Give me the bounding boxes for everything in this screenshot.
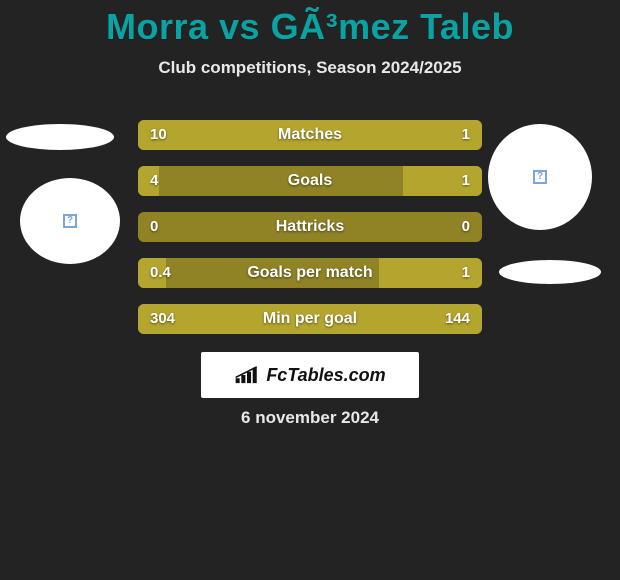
- brand-bars-icon: [234, 364, 260, 386]
- brand-badge: FcTables.com: [201, 352, 419, 398]
- bar-right-fill: [403, 120, 482, 150]
- bar-label: Hattricks: [138, 212, 482, 242]
- chart-row: 101Matches: [138, 120, 482, 150]
- decorative-ellipse: [499, 260, 601, 284]
- chart-row: 0 0Hattricks: [138, 212, 482, 242]
- bar-left-value: 0.4: [150, 258, 171, 288]
- bar-right-value: 144: [445, 304, 470, 334]
- image-placeholder-icon: ?: [63, 214, 77, 228]
- player-right-avatar: ?: [488, 124, 592, 230]
- bar-right-value: 1: [462, 166, 470, 196]
- bar-right-fill: [403, 166, 482, 196]
- chart-row: 41Goals: [138, 166, 482, 196]
- image-placeholder-icon: ?: [533, 170, 547, 184]
- page-title: Morra vs GÃ³mez Taleb: [0, 0, 620, 48]
- date-text: 6 november 2024: [0, 408, 620, 428]
- bar-right-value: 1: [462, 120, 470, 150]
- bar-left-value: 4: [150, 166, 158, 196]
- page-subtitle: Club competitions, Season 2024/2025: [0, 58, 620, 78]
- brand-text: FcTables.com: [266, 365, 385, 386]
- bar-left-fill: [138, 120, 403, 150]
- bar-left-value: 304: [150, 304, 175, 334]
- player-left-avatar: ?: [20, 178, 120, 264]
- chart-row: 0.41Goals per match: [138, 258, 482, 288]
- chart-row: 304144Min per goal: [138, 304, 482, 334]
- bar-right-value: 1: [462, 258, 470, 288]
- comparison-chart: 101Matches41Goals00Hattricks0.41Goals pe…: [138, 120, 482, 350]
- bar-left-value: 0: [150, 212, 158, 242]
- bar-right-value: 0: [462, 212, 470, 242]
- bar-left-value: 10: [150, 120, 167, 150]
- decorative-ellipse: [6, 124, 114, 150]
